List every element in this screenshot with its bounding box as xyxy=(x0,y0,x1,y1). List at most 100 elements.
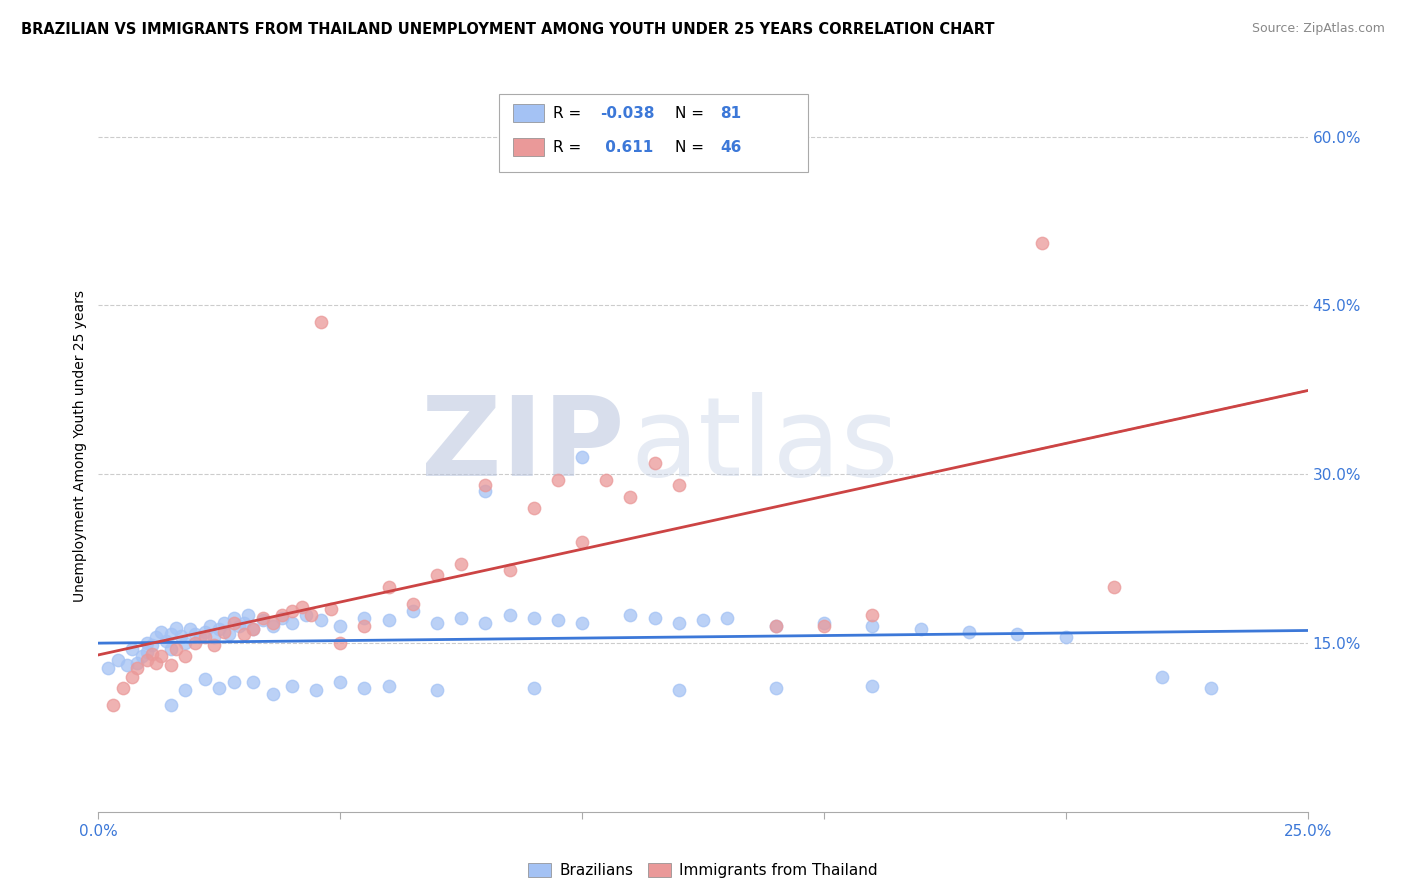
Point xyxy=(450,611,472,625)
Point xyxy=(194,672,217,686)
Point xyxy=(377,679,399,693)
Point xyxy=(353,611,375,625)
Point xyxy=(281,615,304,630)
Point xyxy=(765,619,787,633)
Point xyxy=(353,619,375,633)
Point xyxy=(184,627,207,641)
Point xyxy=(910,623,932,637)
Point xyxy=(619,490,641,504)
Point xyxy=(252,614,274,628)
Point xyxy=(145,630,167,644)
Point xyxy=(160,627,183,641)
Point xyxy=(619,607,641,622)
Point xyxy=(523,500,546,515)
Point xyxy=(127,661,149,675)
Point xyxy=(242,675,264,690)
Text: R =: R = xyxy=(553,106,586,120)
Point xyxy=(208,681,231,695)
Point xyxy=(111,681,134,695)
Text: R =: R = xyxy=(553,140,586,154)
Point xyxy=(174,636,197,650)
Point xyxy=(765,681,787,695)
Point xyxy=(97,661,120,675)
Point xyxy=(117,658,139,673)
Point xyxy=(179,623,201,637)
Point xyxy=(329,636,352,650)
Point xyxy=(135,636,157,650)
Point xyxy=(547,614,569,628)
Point xyxy=(860,619,883,633)
Point xyxy=(1199,681,1222,695)
Point xyxy=(135,645,157,659)
Point xyxy=(402,604,425,618)
Point xyxy=(262,687,284,701)
Point xyxy=(194,630,217,644)
Point xyxy=(377,580,399,594)
Point xyxy=(150,624,173,639)
Point xyxy=(329,619,352,633)
Point xyxy=(426,683,449,698)
Point xyxy=(204,638,226,652)
Point xyxy=(155,633,177,648)
Point xyxy=(242,623,264,637)
Point xyxy=(262,615,284,630)
Point xyxy=(131,649,153,664)
Point xyxy=(1054,630,1077,644)
Point xyxy=(813,619,835,633)
Point xyxy=(305,683,328,698)
Point xyxy=(165,621,187,635)
Point xyxy=(145,656,167,670)
Point xyxy=(957,624,980,639)
Point xyxy=(228,619,250,633)
Point xyxy=(121,670,143,684)
Point xyxy=(1102,580,1125,594)
Point xyxy=(474,483,496,498)
Point xyxy=(571,615,593,630)
Point xyxy=(232,627,254,641)
Point xyxy=(101,698,124,712)
Point xyxy=(281,679,304,693)
Point xyxy=(188,630,211,644)
Text: 46: 46 xyxy=(720,140,741,154)
Point xyxy=(813,615,835,630)
Point xyxy=(174,683,197,698)
Y-axis label: Unemployment Among Youth under 25 years: Unemployment Among Youth under 25 years xyxy=(73,290,87,602)
Point xyxy=(498,607,520,622)
Point xyxy=(474,478,496,492)
Point xyxy=(595,473,617,487)
Point xyxy=(571,450,593,465)
Text: N =: N = xyxy=(675,106,709,120)
Point xyxy=(204,630,226,644)
Text: -0.038: -0.038 xyxy=(600,106,655,120)
Point xyxy=(169,629,191,643)
Point xyxy=(571,534,593,549)
Point xyxy=(222,675,245,690)
Point xyxy=(547,473,569,487)
Point xyxy=(222,615,245,630)
Point xyxy=(141,638,163,652)
Point xyxy=(668,615,690,630)
Text: N =: N = xyxy=(675,140,709,154)
Point xyxy=(208,623,231,637)
Point xyxy=(498,563,520,577)
Point xyxy=(252,611,274,625)
Point xyxy=(295,607,318,622)
Point xyxy=(523,611,546,625)
Point xyxy=(107,653,129,667)
Point xyxy=(194,624,217,639)
Point xyxy=(160,658,183,673)
Point xyxy=(450,557,472,571)
Point xyxy=(271,611,294,625)
Point xyxy=(222,611,245,625)
Point xyxy=(644,456,666,470)
Point xyxy=(290,599,312,614)
Point xyxy=(281,604,304,618)
Text: Source: ZipAtlas.com: Source: ZipAtlas.com xyxy=(1251,22,1385,36)
Point xyxy=(127,656,149,670)
Point xyxy=(232,615,254,630)
Point xyxy=(644,611,666,625)
Point xyxy=(135,653,157,667)
Point xyxy=(184,636,207,650)
Point xyxy=(474,615,496,630)
Text: atlas: atlas xyxy=(630,392,898,500)
